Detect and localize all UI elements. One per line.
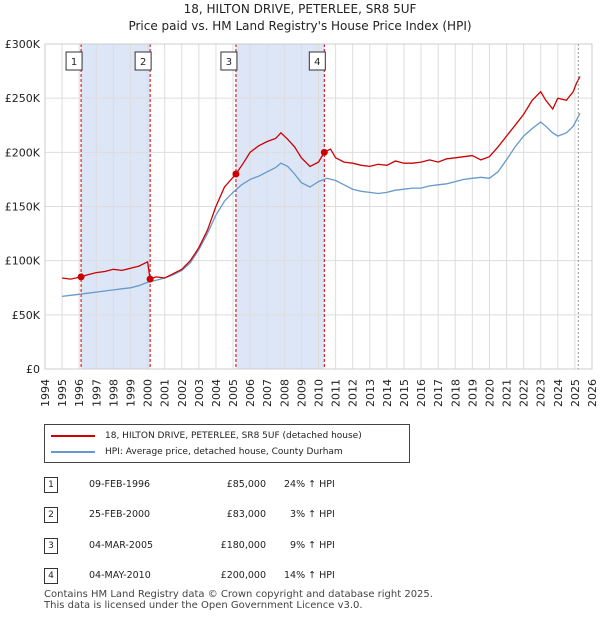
sale-price: £85,000 <box>226 479 266 490</box>
y-tick-label: £50K <box>12 309 41 322</box>
sale-price: £180,000 <box>220 540 266 551</box>
footer-copyright: Contains HM Land Registry data © Crown c… <box>44 589 433 600</box>
x-tick-label: 2012 <box>347 379 360 407</box>
x-tick-label: 2017 <box>432 379 445 407</box>
x-tick-label: 2006 <box>244 379 257 407</box>
x-tick-label: 2010 <box>313 379 326 407</box>
chart-subtitle: Price paid vs. HM Land Registry's House … <box>128 19 472 33</box>
legend-label-hpi: HPI: Average price, detached house, Coun… <box>105 447 343 457</box>
x-tick-label: 2008 <box>278 379 291 407</box>
x-tick-label: 2020 <box>483 379 496 407</box>
y-tick-label: £100K <box>5 255 41 268</box>
x-tick-label: 2007 <box>261 379 274 407</box>
sale-price: £200,000 <box>220 570 266 581</box>
table-row: 2 25-FEB-2000 £83,000 3% ↑ HPI <box>0 507 600 527</box>
sale-hpi-change: 9% ↑ HPI <box>284 540 335 551</box>
sale-label: 1 <box>71 57 77 68</box>
x-tick-label: 1997 <box>90 379 103 407</box>
x-tick-label: 1996 <box>73 379 86 407</box>
y-tick-label: £0 <box>26 363 40 376</box>
x-tick-label: 2016 <box>415 379 428 407</box>
sale-label-box <box>65 51 83 71</box>
sale-number-badge: 3 <box>44 538 58 554</box>
y-tick-label: £300K <box>5 38 41 51</box>
legend-item-property: 18, HILTON DRIVE, PETERLEE, SR8 5UF (det… <box>51 429 362 443</box>
legend-label-property: 18, HILTON DRIVE, PETERLEE, SR8 5UF (det… <box>105 431 362 441</box>
y-tick-label: £200K <box>5 146 41 159</box>
sale-label: 3 <box>226 57 232 68</box>
sale-label: 4 <box>314 57 320 68</box>
chart-title: 18, HILTON DRIVE, PETERLEE, SR8 5UF <box>183 2 417 16</box>
sale-number-badge: 4 <box>44 568 58 584</box>
footer-licence: This data is licensed under the Open Gov… <box>44 600 363 611</box>
legend-swatch-hpi <box>51 451 95 453</box>
x-tick-label: 1998 <box>107 379 120 407</box>
table-row: 1 09-FEB-1996 £85,000 24% ↑ HPI <box>0 477 600 497</box>
sale-hpi-change: 14% ↑ HPI <box>284 570 335 581</box>
legend: 18, HILTON DRIVE, PETERLEE, SR8 5UF (det… <box>44 424 410 463</box>
sale-point <box>320 148 328 156</box>
hpi-line <box>62 112 581 298</box>
table-row: 3 04-MAR-2005 £180,000 9% ↑ HPI <box>0 538 600 558</box>
x-tick-label: 2025 <box>569 379 582 407</box>
y-tick-label: £250K <box>5 92 41 105</box>
sale-hpi-change: 3% ↑ HPI <box>284 509 335 520</box>
sale-number-badge: 1 <box>44 477 58 493</box>
sale-label-box <box>220 51 238 71</box>
x-tick-label: 2026 <box>586 379 599 407</box>
x-tick-label: 2002 <box>176 379 189 407</box>
x-tick-label: 2023 <box>535 379 548 407</box>
x-tick-label: 2000 <box>142 379 155 407</box>
sale-label: 2 <box>140 57 146 68</box>
x-tick-label: 2009 <box>295 379 308 407</box>
x-tick-label: 2018 <box>449 379 462 407</box>
x-tick-label: 2001 <box>159 379 172 407</box>
table-row: 4 04-MAY-2010 £200,000 14% ↑ HPI <box>0 568 600 588</box>
sale-price: £83,000 <box>226 509 266 520</box>
plot-frame <box>44 43 593 370</box>
sale-point <box>146 275 154 283</box>
y-tick-label: £150K <box>5 201 41 214</box>
x-tick-label: 1999 <box>124 379 137 407</box>
sale-label-box <box>134 51 152 71</box>
x-tick-label: 2014 <box>381 379 394 407</box>
sale-number-badge: 2 <box>44 507 58 523</box>
sale-date: 04-MAR-2005 <box>89 540 154 551</box>
sale-hpi-change: 24% ↑ HPI <box>284 479 335 490</box>
sale-date: 09-FEB-1996 <box>89 479 151 490</box>
x-tick-label: 2013 <box>364 379 377 407</box>
x-tick-label: 2021 <box>501 379 514 407</box>
x-tick-label: 1994 <box>39 379 52 407</box>
x-tick-label: 2003 <box>193 379 206 407</box>
legend-item-hpi: HPI: Average price, detached house, Coun… <box>51 445 343 459</box>
x-tick-label: 2015 <box>398 379 411 407</box>
sale-date: 25-FEB-2000 <box>89 509 151 520</box>
price-chart: 1 2 3 4 £0 £50K £100K £150K £200K £250K £300K 1994… <box>5 38 599 407</box>
legend-swatch-property <box>51 435 95 437</box>
sale-point <box>77 273 85 281</box>
sale-point <box>232 170 240 178</box>
x-tick-label: 2024 <box>552 379 565 407</box>
sale-label-box <box>308 51 326 71</box>
x-tick-label: 1995 <box>56 379 69 407</box>
x-tick-label: 2004 <box>210 379 223 407</box>
x-tick-label: 2005 <box>227 379 240 407</box>
sale-date: 04-MAY-2010 <box>89 570 151 581</box>
x-tick-label: 2022 <box>518 379 531 407</box>
x-tick-label: 2011 <box>330 379 343 407</box>
x-tick-label: 2019 <box>466 379 479 407</box>
